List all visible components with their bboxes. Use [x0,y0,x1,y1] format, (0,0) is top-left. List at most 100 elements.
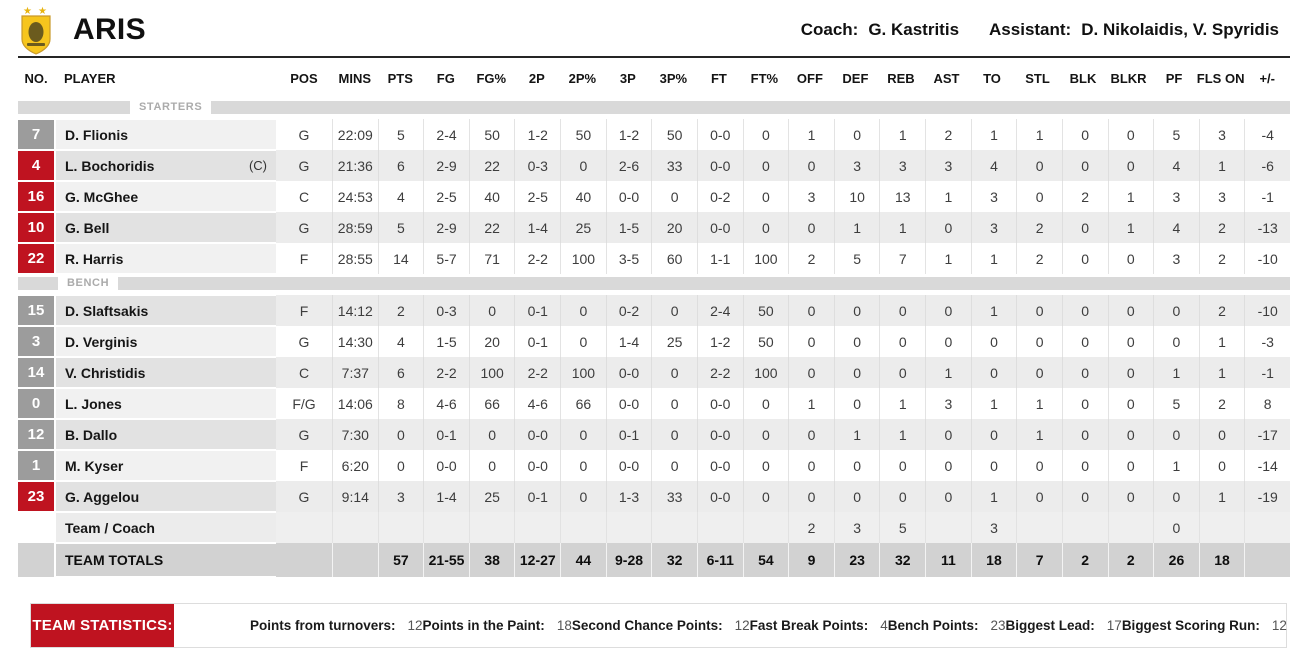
cell-3p: 0-0 [605,181,652,212]
cell-2p-pct: 66 [560,388,606,419]
cell-pts: 3 [377,481,424,512]
cell-fls-on: 1 [1198,481,1245,512]
player-row: 23 G. Aggelou G 9:14 3 1-4 25 0-1 0 1-3 33 0-0 0 0 0 0 0… [18,481,1290,512]
cell-blk [1061,512,1108,543]
player-row: 4 L. Bochoridis (C) G 21:36 6 2-9 22 0-3 0 2-6 33 0-… [18,150,1290,181]
cell-pos: C [276,357,332,388]
player-row: 7 D. Flionis G 22:09 5 2-4 50 1-2 50 1-2 50 0-0 0 1 0 1… [18,119,1290,150]
cell-blk: 0 [1061,450,1108,481]
cell-3p: 1-2 [605,119,652,150]
cell-stl: 0 [1016,450,1062,481]
cell-off: 0 [788,212,834,243]
cell-off: 0 [788,295,834,326]
cell-ast: 1 [925,243,971,274]
col-header-2p-pct: 2P% [568,70,597,86]
cell-stl: 1 [1016,388,1062,419]
cell-mins [332,512,378,543]
page-header: ★ ★ ARIS Coach: G. Kastritis Assistant: … [0,0,1297,56]
cell-3p [605,512,652,543]
cell-def: 0 [833,357,880,388]
cell-mins: 7:37 [332,357,378,388]
cell-fls-on: 2 [1198,295,1245,326]
cell-ast: 11 [925,543,971,577]
team-totals-label-cell: TEAM TOTALS [56,543,276,577]
cell-def: 0 [833,326,880,357]
cell-fg: 1-5 [423,326,469,357]
team-stat-label: Points from turnovers: [250,618,396,633]
cell-stl: 2 [1016,243,1062,274]
cell-3p-pct: 0 [651,357,697,388]
player-name: L. Jones [65,395,122,412]
cell-fls-on: 1 [1198,326,1245,357]
col-header-pos: POS [290,70,318,86]
player-row: 1 M. Kyser F 6:20 0 0-0 0 0-0 0 0-0 0 0-0 0 0 0 0 0 0 0 0 0 1… [18,450,1290,481]
cell-fg-pct: 0 [468,419,515,450]
cell-2p-pct: 40 [560,181,606,212]
player-number-badge: 22 [18,244,54,273]
cell-plus-minus: -17 [1244,419,1290,450]
cell-mins: 7:30 [332,419,378,450]
col-header-pf: PF [1165,70,1183,86]
cell-ft-pct: 0 [742,181,789,212]
cell-off: 0 [788,481,834,512]
cell-fg: 2-5 [423,181,469,212]
player-row: 16 G. McGhee C 24:53 4 2-5 40 2-5 40 0-0 0 0-2 0 3 10 1… [18,181,1290,212]
player-name-cell: D. Flionis [56,119,276,150]
cell-2p: 0-3 [514,150,561,181]
cell-3p-pct: 0 [651,419,697,450]
player-name: R. Harris [65,250,124,267]
cell-3p: 9-28 [605,543,652,577]
team-coach-label-cell: Team / Coach [56,512,276,543]
cell-fls-on: 3 [1198,119,1245,150]
team-coach-row: Team / Coach 2 3 5 3 0 [18,512,1290,543]
cell-mins: 14:06 [332,388,378,419]
col-header-2p: 2P [528,70,545,86]
cell-to: 3 [970,212,1017,243]
team-stat-item: Biggest Lead: 17 [1006,618,1122,633]
cell-pf: 3 [1153,181,1199,212]
cell-ft-pct: 0 [742,119,789,150]
team-identity: ★ ★ ARIS [14,4,146,56]
cell-pf: 0 [1153,481,1199,512]
box-score-table: NO. PLAYER POS MINS PTS FG FG% 2P 2P% 3P 3P% FT FT% O… [18,56,1290,577]
cell-2p: 4-6 [514,388,561,419]
cell-reb: 1 [879,388,926,419]
cell-3p-pct: 25 [651,326,697,357]
cell-mins: 14:30 [332,326,378,357]
cell-def: 23 [833,543,880,577]
section-label-bench: BENCH [67,277,110,289]
cell-pf: 0 [1153,295,1199,326]
cell-fg-pct: 100 [468,357,515,388]
cell-mins: 21:36 [332,150,378,181]
player-number-badge: 0 [18,389,54,418]
cell-2p: 0-1 [514,326,561,357]
cell-pts: 0 [377,450,424,481]
cell-ast: 0 [925,295,971,326]
cell-3p-pct: 32 [651,543,697,577]
cell-3p: 0-0 [605,388,652,419]
cell-ft-pct [742,512,789,543]
cell-ft-pct: 50 [742,326,789,357]
player-number-badge: 16 [18,182,54,211]
cell-fg: 2-9 [423,150,469,181]
cell-pos: F [276,295,332,326]
cell-off: 0 [788,419,834,450]
cell-def: 0 [833,388,880,419]
cell-blk: 0 [1061,243,1108,274]
team-stat-value: 12 [1271,618,1287,633]
cell-pos: G [276,212,332,243]
cell-fg: 21-55 [423,543,469,577]
cell-to: 3 [970,512,1017,543]
cell-pts: 5 [377,212,424,243]
cell-fls-on: 3 [1198,181,1245,212]
cell-pts: 0 [377,419,424,450]
cell-stl: 2 [1016,212,1062,243]
section-bar-starters: STARTERS [18,101,1290,114]
cell-pts: 8 [377,388,424,419]
player-number-cell: 7 [18,119,54,150]
svg-text:★: ★ [38,6,47,17]
cell-stl: 0 [1016,326,1062,357]
cell-pf: 3 [1153,243,1199,274]
cell-2p: 2-2 [514,243,561,274]
cell-3p-pct: 20 [651,212,697,243]
